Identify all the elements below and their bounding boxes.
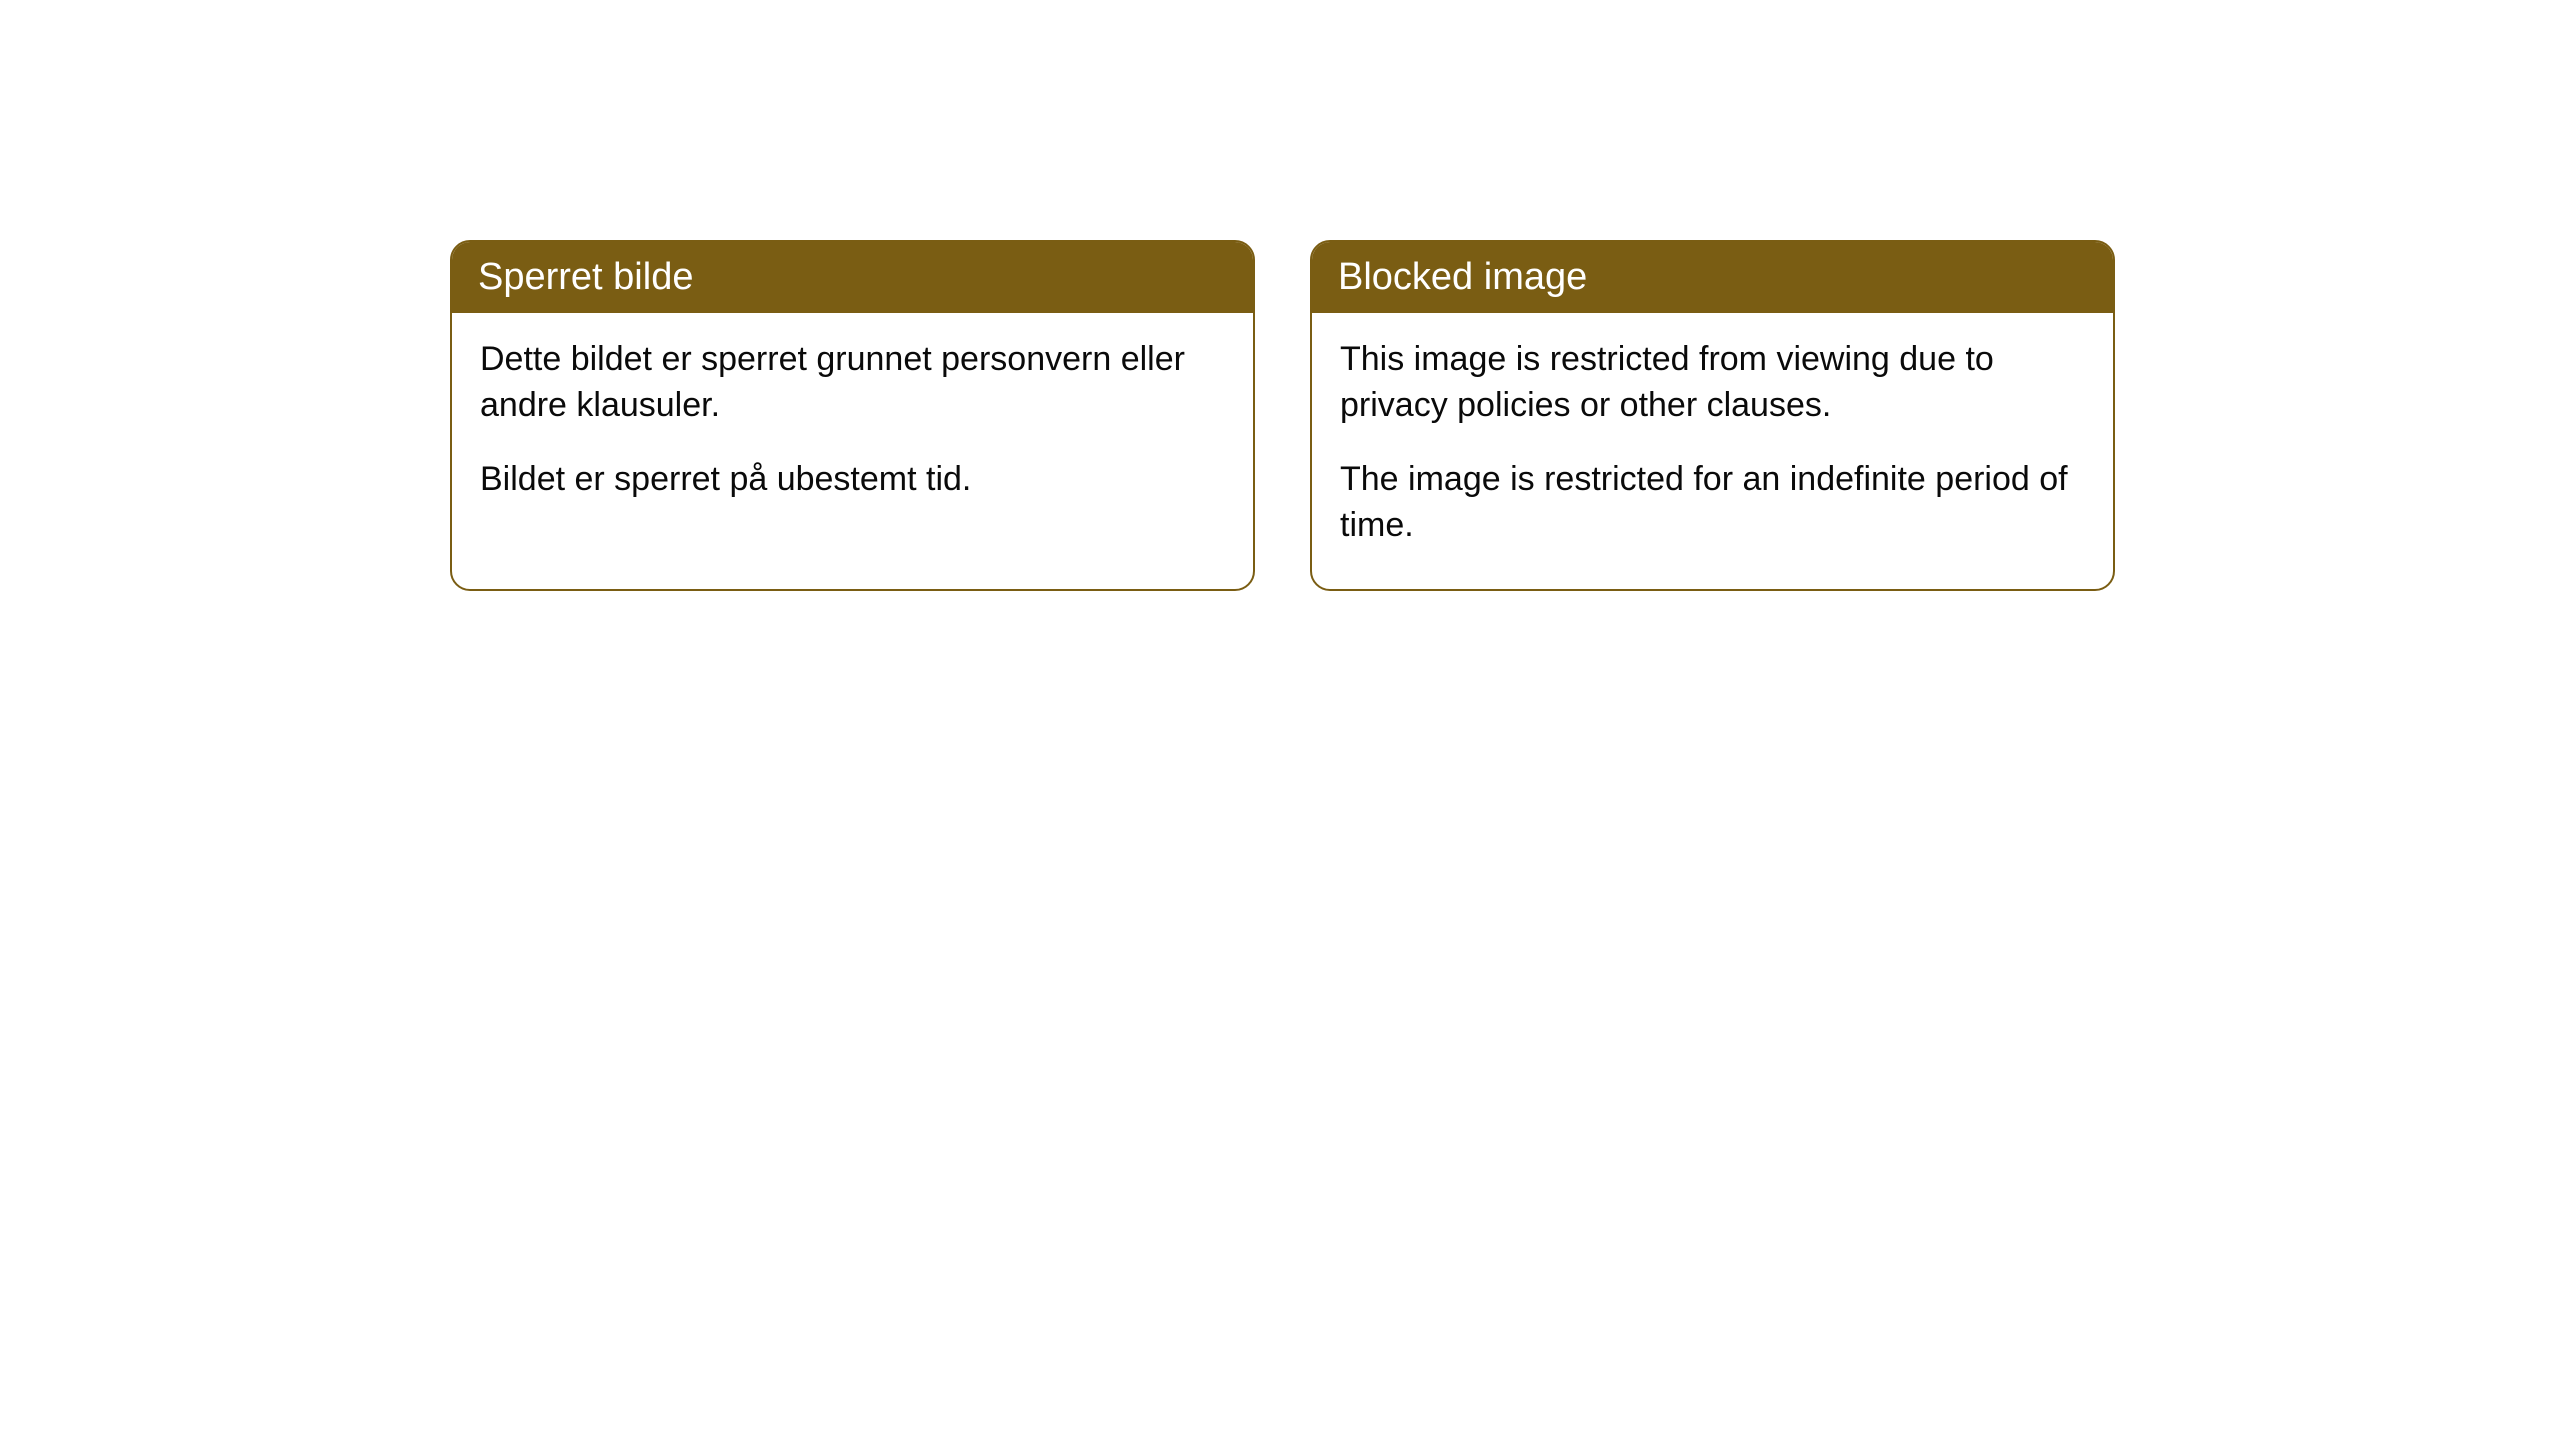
card-paragraph: This image is restricted from viewing du… (1340, 337, 2085, 429)
card-paragraph: Dette bildet er sperret grunnet personve… (480, 337, 1225, 429)
card-header-en: Blocked image (1312, 242, 2113, 313)
card-paragraph: Bildet er sperret på ubestemt tid. (480, 457, 1225, 503)
card-body-en: This image is restricted from viewing du… (1312, 313, 2113, 589)
card-header-no: Sperret bilde (452, 242, 1253, 313)
card-paragraph: The image is restricted for an indefinit… (1340, 457, 2085, 549)
cards-container: Sperret bilde Dette bildet er sperret gr… (450, 240, 2560, 591)
card-body-no: Dette bildet er sperret grunnet personve… (452, 313, 1253, 543)
blocked-image-card-no: Sperret bilde Dette bildet er sperret gr… (450, 240, 1255, 591)
blocked-image-card-en: Blocked image This image is restricted f… (1310, 240, 2115, 591)
